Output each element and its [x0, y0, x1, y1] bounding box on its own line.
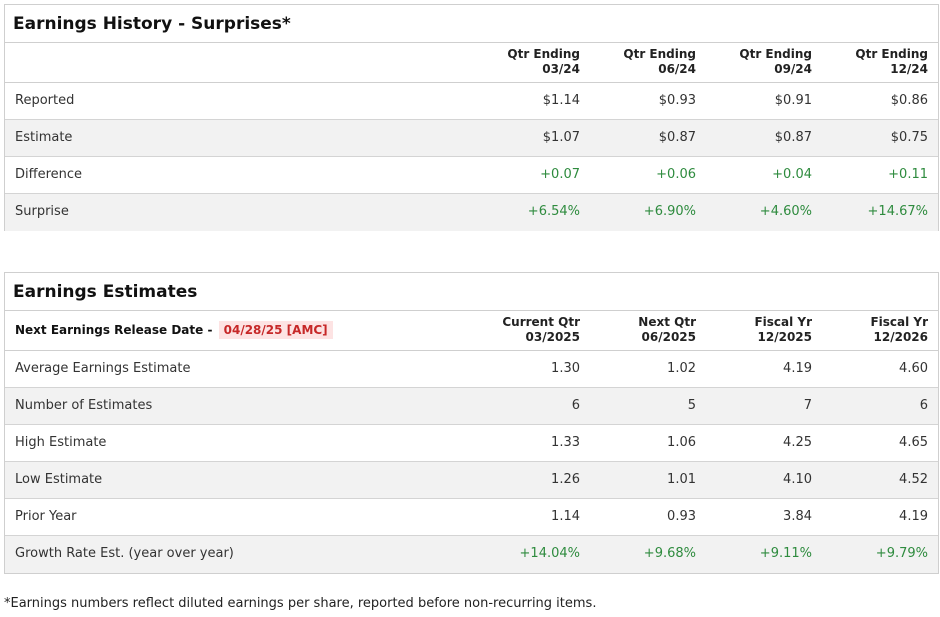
cell-value: +9.11% — [759, 546, 812, 561]
cell-value: $1.07 — [542, 130, 580, 145]
column-header: Current Qtr 03/2025 — [470, 315, 580, 345]
row-label: High Estimate — [15, 435, 107, 450]
earnings-history-panel: Earnings History - Surprises* Qtr Ending… — [4, 4, 939, 231]
column-header-line2: 12/24 — [890, 62, 928, 76]
footnote: *Earnings numbers reflect diluted earnin… — [4, 596, 597, 611]
cell-value: 4.10 — [783, 472, 812, 487]
cell-value: +0.07 — [540, 167, 580, 182]
row-label: Difference — [15, 167, 83, 182]
cell-value: +6.90% — [643, 204, 696, 219]
release-date-badge: 04/28/25 [AMC] — [218, 321, 333, 339]
table-row: Low Estimate 1.26 1.01 4.10 4.52 — [5, 462, 938, 499]
next-release-date: Next Earnings Release Date - 04/28/25 [A… — [15, 311, 333, 349]
cell-value: 5 — [687, 398, 696, 413]
earnings-estimates-panel: Earnings Estimates Next Earnings Release… — [4, 272, 939, 574]
cell-value: +14.67% — [867, 204, 928, 219]
cell-value: 4.19 — [899, 509, 928, 524]
cell-value: 1.33 — [551, 435, 580, 450]
row-label: Average Earnings Estimate — [15, 361, 191, 376]
column-header-line1: Qtr Ending — [507, 47, 580, 61]
row-label: Reported — [15, 93, 75, 108]
cell-value: 1.02 — [667, 361, 696, 376]
table-row: Prior Year 1.14 0.93 3.84 4.19 — [5, 499, 938, 536]
column-header-line2: 12/2026 — [873, 330, 928, 344]
table-row: Average Earnings Estimate 1.30 1.02 4.19… — [5, 351, 938, 388]
cell-value: 4.60 — [899, 361, 928, 376]
column-header-line2: 06/24 — [658, 62, 696, 76]
earnings-estimates-header: Next Earnings Release Date - 04/28/25 [A… — [5, 311, 938, 351]
column-header-line1: Qtr Ending — [739, 47, 812, 61]
table-row: High Estimate 1.33 1.06 4.25 4.65 — [5, 425, 938, 462]
cell-value: +9.68% — [643, 546, 696, 561]
column-header-line1: Current Qtr — [502, 315, 580, 329]
cell-value: +4.60% — [759, 204, 812, 219]
cell-value: 6 — [919, 398, 928, 413]
cell-value: 6 — [571, 398, 580, 413]
cell-value: $0.87 — [774, 130, 812, 145]
earnings-history-header: Qtr Ending 03/24 Qtr Ending 06/24 Qtr Endi… — [5, 43, 938, 83]
cell-value: 4.19 — [783, 361, 812, 376]
column-header-line1: Fiscal Yr — [870, 315, 928, 329]
cell-value: +0.04 — [772, 167, 812, 182]
column-header: Qtr Ending 12/24 — [818, 47, 928, 77]
column-header-line1: Next Qtr — [638, 315, 696, 329]
row-label: Estimate — [15, 130, 73, 145]
cell-value: +9.79% — [875, 546, 928, 561]
cell-value: 1.30 — [551, 361, 580, 376]
cell-value: $0.87 — [658, 130, 696, 145]
column-header-line1: Fiscal Yr — [754, 315, 812, 329]
column-header-line1: Qtr Ending — [623, 47, 696, 61]
cell-value: 1.06 — [667, 435, 696, 450]
row-label: Surprise — [15, 204, 69, 219]
cell-value: 1.14 — [551, 509, 580, 524]
column-header-line2: 06/2025 — [641, 330, 696, 344]
column-header-line2: 03/24 — [542, 62, 580, 76]
cell-value: 4.52 — [899, 472, 928, 487]
cell-value: $1.14 — [542, 93, 580, 108]
row-label: Low Estimate — [15, 472, 103, 487]
table-row: Surprise +6.54% +6.90% +4.60% +14.67% — [5, 194, 938, 231]
cell-value: 1.26 — [551, 472, 580, 487]
column-header-line1: Qtr Ending — [855, 47, 928, 61]
column-header: Fiscal Yr 12/2026 — [818, 315, 928, 345]
cell-value: $0.86 — [890, 93, 928, 108]
table-row: Number of Estimates 6 5 7 6 — [5, 388, 938, 425]
row-label: Prior Year — [15, 509, 77, 524]
column-header: Qtr Ending 06/24 — [586, 47, 696, 77]
cell-value: 7 — [803, 398, 812, 413]
cell-value: $0.93 — [658, 93, 696, 108]
cell-value: $0.91 — [774, 93, 812, 108]
column-header: Qtr Ending 03/24 — [470, 47, 580, 77]
cell-value: 4.65 — [899, 435, 928, 450]
column-header-line2: 03/2025 — [525, 330, 580, 344]
cell-value: +14.04% — [519, 546, 580, 561]
column-header-line2: 09/24 — [774, 62, 812, 76]
column-header: Qtr Ending 09/24 — [702, 47, 812, 77]
release-date-label: Next Earnings Release Date - — [15, 323, 213, 337]
column-header-line2: 12/2025 — [757, 330, 812, 344]
column-header: Fiscal Yr 12/2025 — [702, 315, 812, 345]
cell-value: 0.93 — [667, 509, 696, 524]
table-row: Difference +0.07 +0.06 +0.04 +0.11 — [5, 157, 938, 194]
cell-value: +0.11 — [888, 167, 928, 182]
cell-value: 1.01 — [667, 472, 696, 487]
earnings-history-title: Earnings History - Surprises* — [5, 5, 938, 43]
row-label: Growth Rate Est. (year over year) — [15, 546, 234, 561]
cell-value: +0.06 — [656, 167, 696, 182]
cell-value: 3.84 — [783, 509, 812, 524]
table-row: Reported $1.14 $0.93 $0.91 $0.86 — [5, 83, 938, 120]
cell-value: $0.75 — [890, 130, 928, 145]
cell-value: +6.54% — [527, 204, 580, 219]
earnings-estimates-title: Earnings Estimates — [5, 273, 938, 311]
cell-value: 4.25 — [783, 435, 812, 450]
table-row: Growth Rate Est. (year over year) +14.04… — [5, 536, 938, 573]
table-row: Estimate $1.07 $0.87 $0.87 $0.75 — [5, 120, 938, 157]
row-label: Number of Estimates — [15, 398, 153, 413]
column-header: Next Qtr 06/2025 — [586, 315, 696, 345]
